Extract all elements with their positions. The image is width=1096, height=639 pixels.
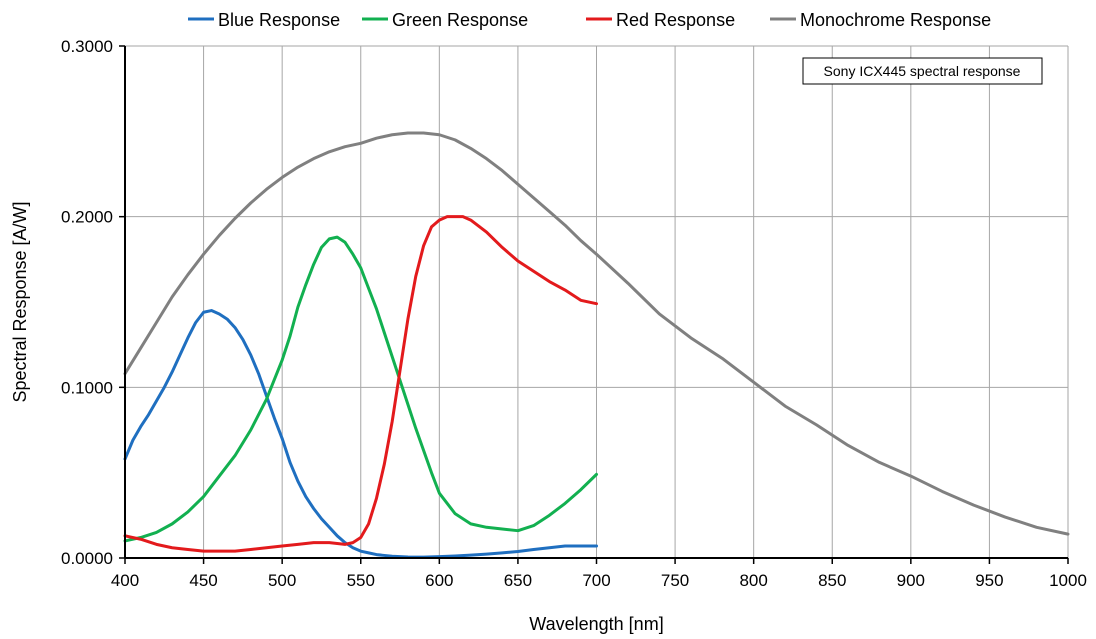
annotation-border bbox=[802, 57, 1043, 85]
x-axis-title: Wavelength [nm] bbox=[529, 614, 663, 634]
axes bbox=[119, 45, 1069, 564]
x-tick-label: 950 bbox=[975, 571, 1003, 590]
y-axis-title: Spectral Response [A/W] bbox=[10, 201, 30, 402]
legend-label-monochrome-response: Monochrome Response bbox=[800, 10, 991, 30]
x-tick-label: 600 bbox=[425, 571, 453, 590]
x-tick-label: 900 bbox=[897, 571, 925, 590]
green-response-line bbox=[123, 235, 598, 543]
legend: Blue Response Green Response Red Response M… bbox=[188, 10, 991, 30]
x-tick-label: 500 bbox=[268, 571, 296, 590]
annotation-box: Sony ICX445 spectral response bbox=[802, 57, 1043, 85]
x-tick-label: 800 bbox=[739, 571, 767, 590]
x-tick-label: 700 bbox=[582, 571, 610, 590]
legend-label-green-response: Green Response bbox=[392, 10, 528, 30]
x-tick-label: 650 bbox=[504, 571, 532, 590]
x-tick-label: 400 bbox=[111, 571, 139, 590]
x-tick-label: 550 bbox=[347, 571, 375, 590]
y-tick-label: 0.1000 bbox=[61, 378, 113, 397]
blue-response-line bbox=[123, 309, 598, 559]
grid-lines bbox=[125, 45, 1069, 558]
monochrome-response-line bbox=[123, 131, 1070, 536]
y-tick-label: 0.0000 bbox=[61, 549, 113, 568]
annotation-text: Sony ICX445 spectral response bbox=[824, 63, 1021, 79]
x-tick-label: 850 bbox=[818, 571, 846, 590]
x-tick-label: 750 bbox=[661, 571, 689, 590]
y-tick-label: 0.3000 bbox=[61, 37, 113, 56]
tick-labels: 400 450 500 550 600 650 700 750 800 850 900 950 1000… bbox=[61, 37, 1087, 590]
legend-label-blue-response: Blue Response bbox=[218, 10, 340, 30]
legend-label-red-response: Red Response bbox=[616, 10, 735, 30]
red-response-line bbox=[123, 215, 598, 553]
x-tick-label: 1000 bbox=[1049, 571, 1087, 590]
y-tick-label: 0.2000 bbox=[61, 208, 113, 227]
x-tick-label: 450 bbox=[189, 571, 217, 590]
series-lines bbox=[123, 131, 1070, 559]
